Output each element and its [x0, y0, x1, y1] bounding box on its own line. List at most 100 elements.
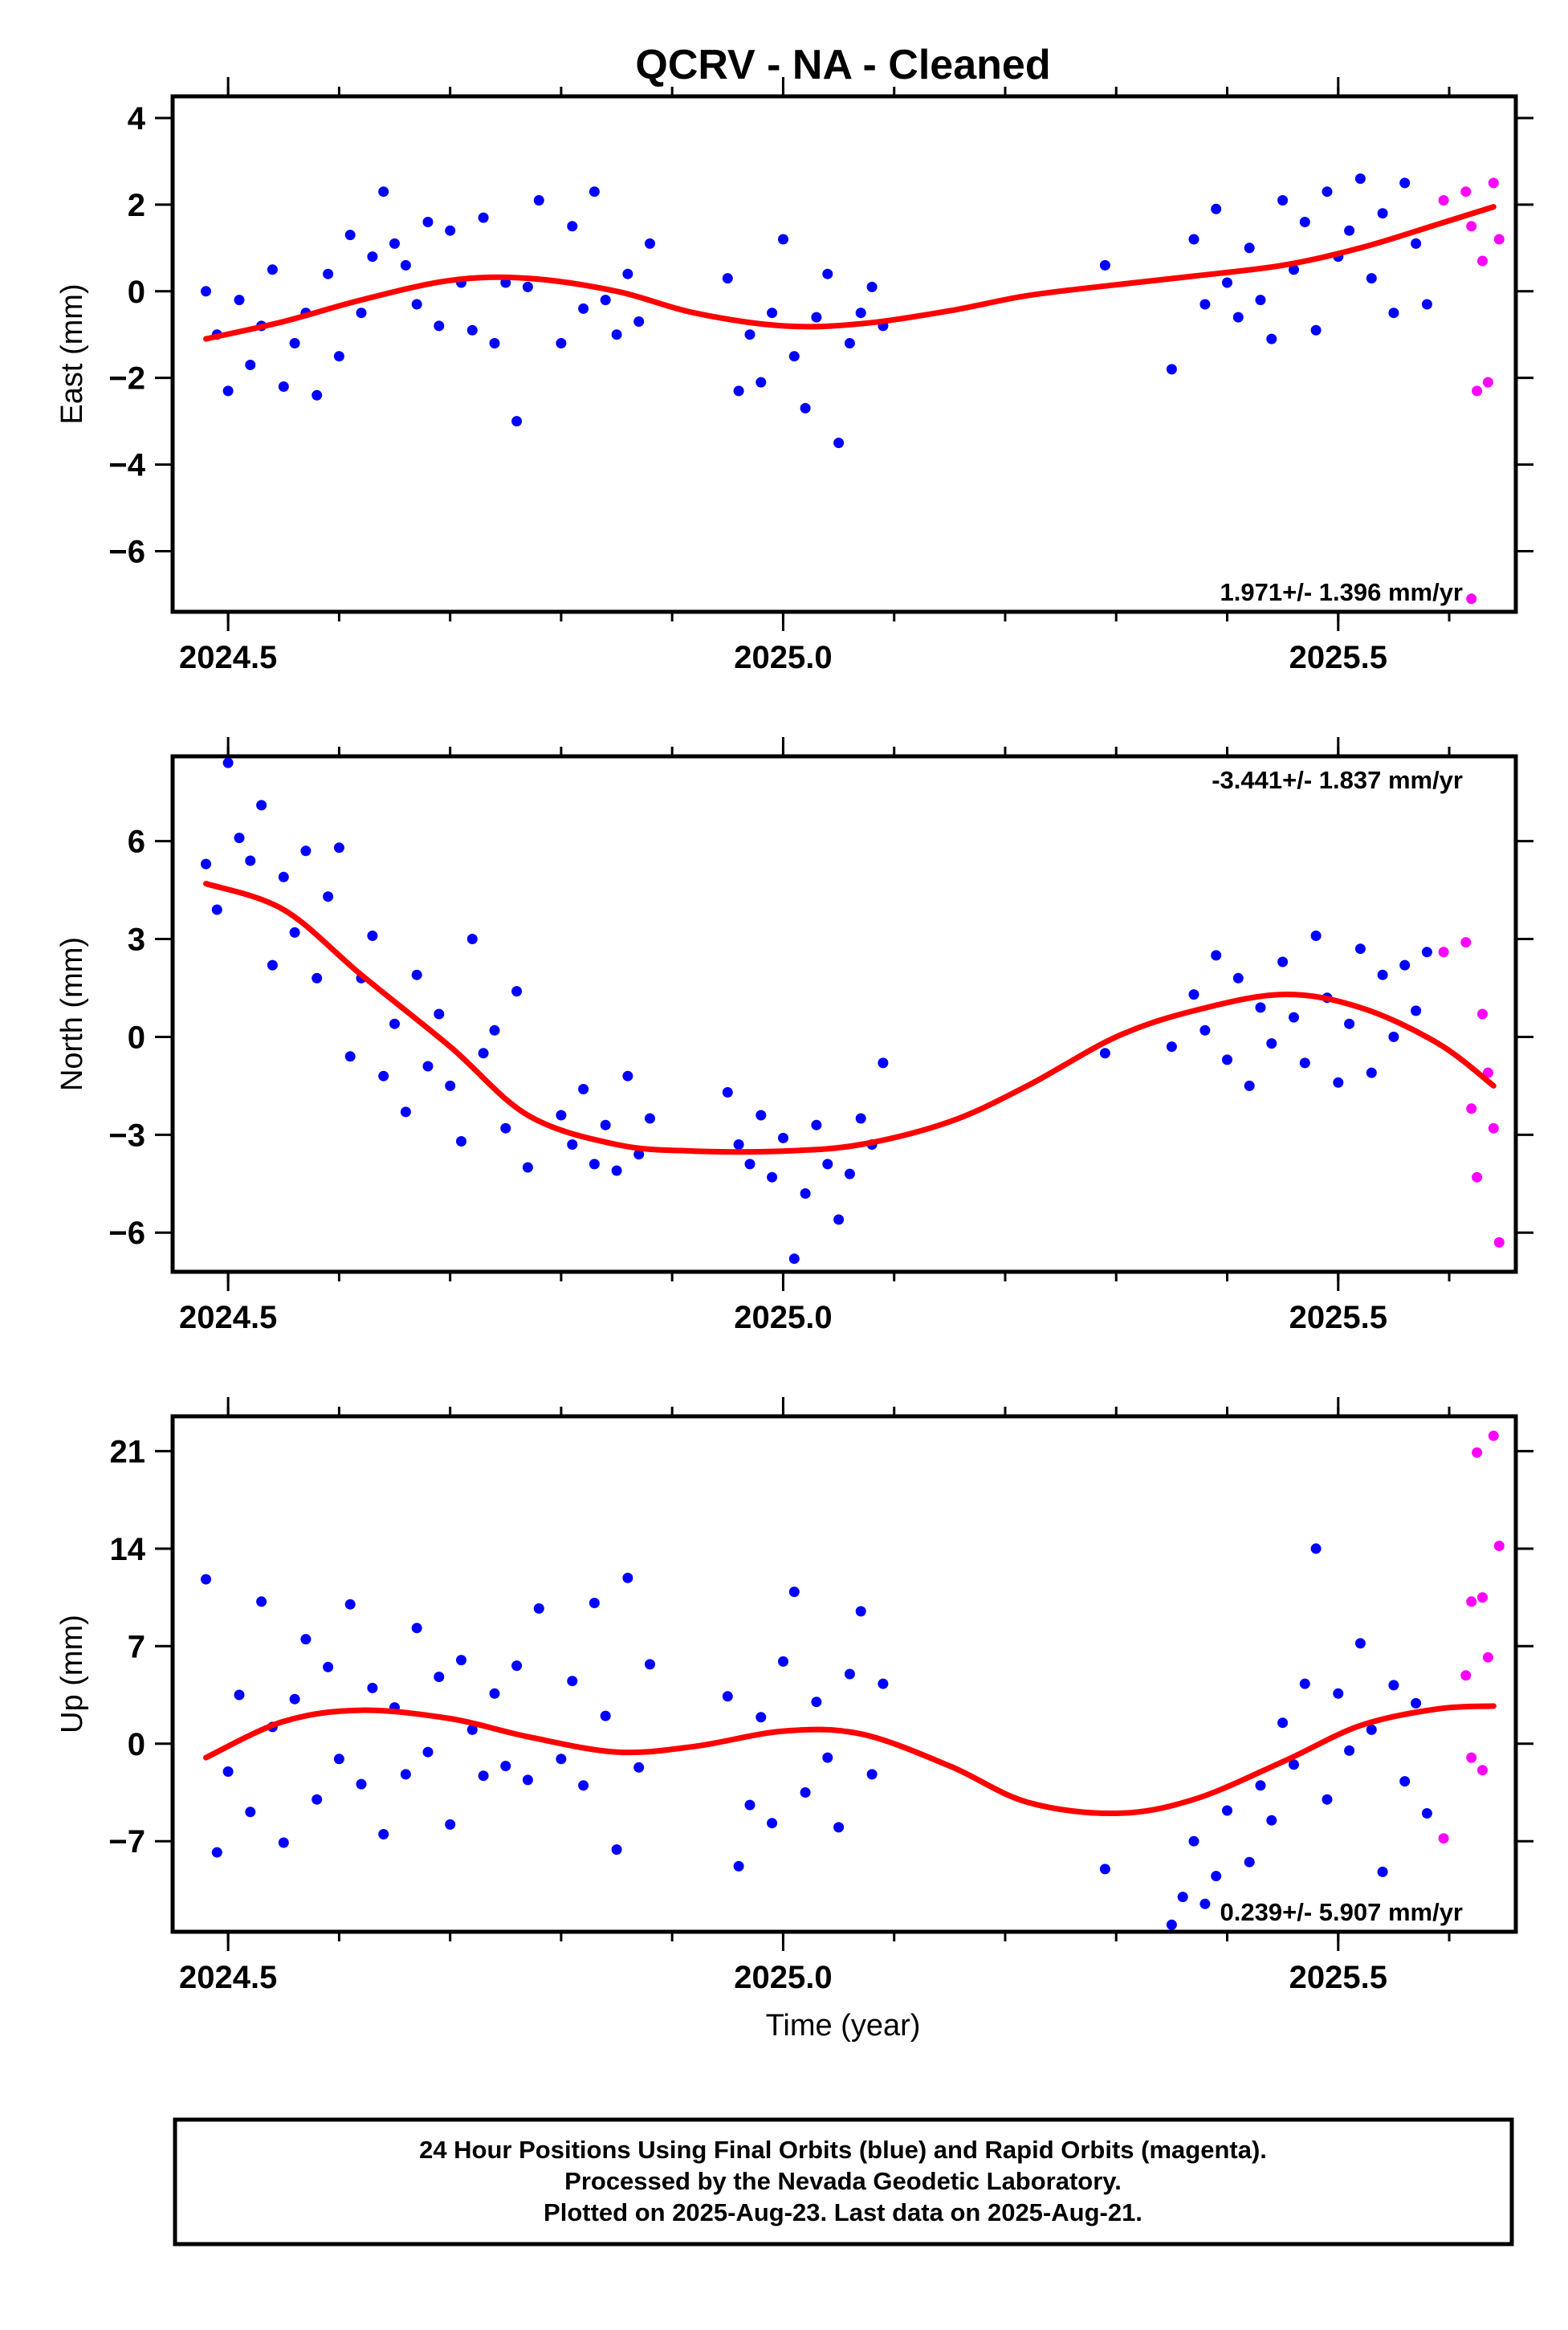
data-point	[1493, 234, 1505, 245]
data-point	[489, 1024, 500, 1036]
data-point	[1421, 947, 1432, 958]
data-point	[755, 1712, 767, 1723]
data-point	[1211, 950, 1222, 961]
data-point	[1466, 1752, 1477, 1763]
data-point	[622, 1572, 633, 1583]
data-point	[1366, 273, 1377, 284]
data-point	[1222, 277, 1232, 288]
data-point	[411, 299, 422, 310]
data-point	[1482, 377, 1493, 388]
y-tick-label: −6	[108, 1216, 145, 1251]
data-point	[1466, 221, 1477, 232]
data-point	[289, 1693, 300, 1705]
data-point	[855, 1113, 866, 1124]
series-final	[201, 1543, 1432, 1930]
data-point	[811, 312, 822, 323]
y-tick-label: −4	[108, 448, 145, 483]
data-point	[800, 1787, 811, 1798]
data-point	[400, 1769, 411, 1780]
data-point	[855, 308, 866, 319]
data-point	[622, 1070, 633, 1081]
data-point	[633, 1149, 645, 1160]
y-tick-label: 4	[128, 101, 146, 136]
data-point	[211, 1847, 222, 1858]
rate-label: 1.971+/- 1.396 mm/yr	[1220, 578, 1463, 606]
data-point	[1299, 1678, 1310, 1689]
data-point	[788, 1253, 800, 1265]
y-tick-label: −2	[108, 361, 145, 397]
data-point	[323, 1661, 334, 1672]
series-final	[201, 173, 1432, 449]
data-point	[378, 1070, 389, 1081]
data-point	[201, 286, 211, 297]
plot-frame	[170, 754, 1518, 1274]
data-point	[245, 360, 256, 370]
data-point	[733, 1860, 744, 1872]
up-panel: 2024.5 2025.0 2025.5 21 14 7 0 −7 Up (mm) 0.239+/…	[55, 1397, 1533, 1995]
data-point	[1244, 1856, 1255, 1868]
data-point	[489, 1688, 500, 1699]
data-point	[1232, 972, 1244, 984]
data-point	[1399, 959, 1411, 971]
data-point	[589, 1159, 600, 1170]
data-point	[1299, 1057, 1310, 1069]
data-point	[300, 845, 312, 857]
data-point	[611, 1165, 622, 1176]
data-point	[1333, 1077, 1344, 1088]
data-point	[422, 217, 434, 227]
x-tick-label: 2025.5	[1289, 1300, 1387, 1335]
data-point	[833, 1822, 845, 1833]
series-rapid	[1438, 937, 1505, 1248]
data-point	[466, 324, 478, 336]
data-point	[733, 385, 744, 397]
data-point	[1289, 1759, 1299, 1770]
data-point	[533, 1603, 544, 1614]
data-point	[1232, 312, 1244, 323]
data-point	[811, 1697, 822, 1708]
data-point	[1411, 1697, 1422, 1709]
data-point	[1166, 1041, 1177, 1053]
data-point	[755, 377, 767, 388]
caption-box: 24 Hour Positions Using Final Orbits (bl…	[173, 2117, 1514, 2246]
data-point	[1388, 1031, 1399, 1042]
data-point	[222, 385, 234, 397]
data-point	[422, 1061, 434, 1072]
data-point	[445, 1819, 456, 1830]
data-point	[222, 757, 234, 768]
data-point	[567, 1139, 578, 1150]
data-point	[456, 1655, 466, 1666]
data-point	[1299, 217, 1310, 227]
data-point	[578, 1084, 589, 1094]
data-point	[744, 329, 755, 340]
data-point	[788, 1587, 800, 1598]
data-point	[378, 186, 389, 198]
data-point	[1188, 234, 1199, 245]
data-point	[1277, 195, 1289, 206]
data-point	[1466, 593, 1477, 605]
data-point	[445, 1080, 456, 1091]
data-point	[1310, 324, 1322, 336]
data-point	[1188, 989, 1199, 1000]
data-point	[445, 225, 456, 236]
data-point	[1289, 1012, 1299, 1023]
data-point	[722, 273, 733, 284]
data-point	[289, 338, 300, 348]
data-point	[478, 212, 489, 223]
data-point	[1488, 177, 1499, 189]
data-point	[600, 295, 611, 306]
data-point	[866, 281, 878, 292]
caption-line-3: Plotted on 2025-Aug-23. Last data on 202…	[544, 2198, 1142, 2226]
series-rapid	[1438, 1430, 1505, 1844]
y-tick-label: 2	[128, 188, 145, 223]
data-point	[1411, 1005, 1422, 1016]
y-tick-label: −3	[108, 1118, 145, 1153]
data-point	[1222, 1805, 1232, 1816]
data-point	[1377, 969, 1388, 980]
data-point	[578, 1780, 589, 1791]
data-point	[1421, 299, 1432, 310]
fit-curve	[203, 1703, 1497, 1817]
data-point	[645, 238, 655, 249]
x-tick-label: 2024.5	[179, 1960, 277, 1995]
data-point	[1344, 1018, 1355, 1029]
